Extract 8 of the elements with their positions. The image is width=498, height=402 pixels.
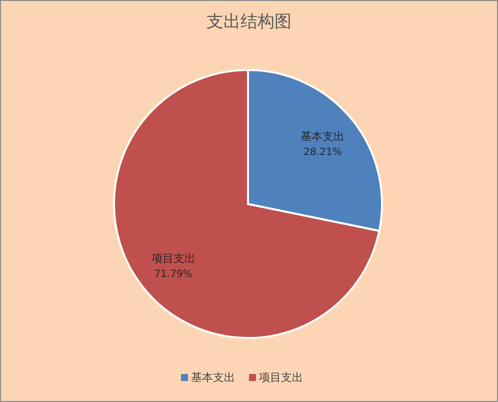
chart-title: 支出结构图: [206, 12, 292, 32]
legend-label: 项目支出: [259, 371, 303, 384]
data-label: 71.79%: [154, 269, 192, 280]
slice-label: 项目支出: [151, 252, 196, 266]
legend-label: 基本支出: [191, 371, 235, 384]
pie-slice: [113, 69, 380, 339]
data-label: 28.21%: [304, 146, 342, 158]
slice-label: 基本支出: [300, 130, 345, 143]
